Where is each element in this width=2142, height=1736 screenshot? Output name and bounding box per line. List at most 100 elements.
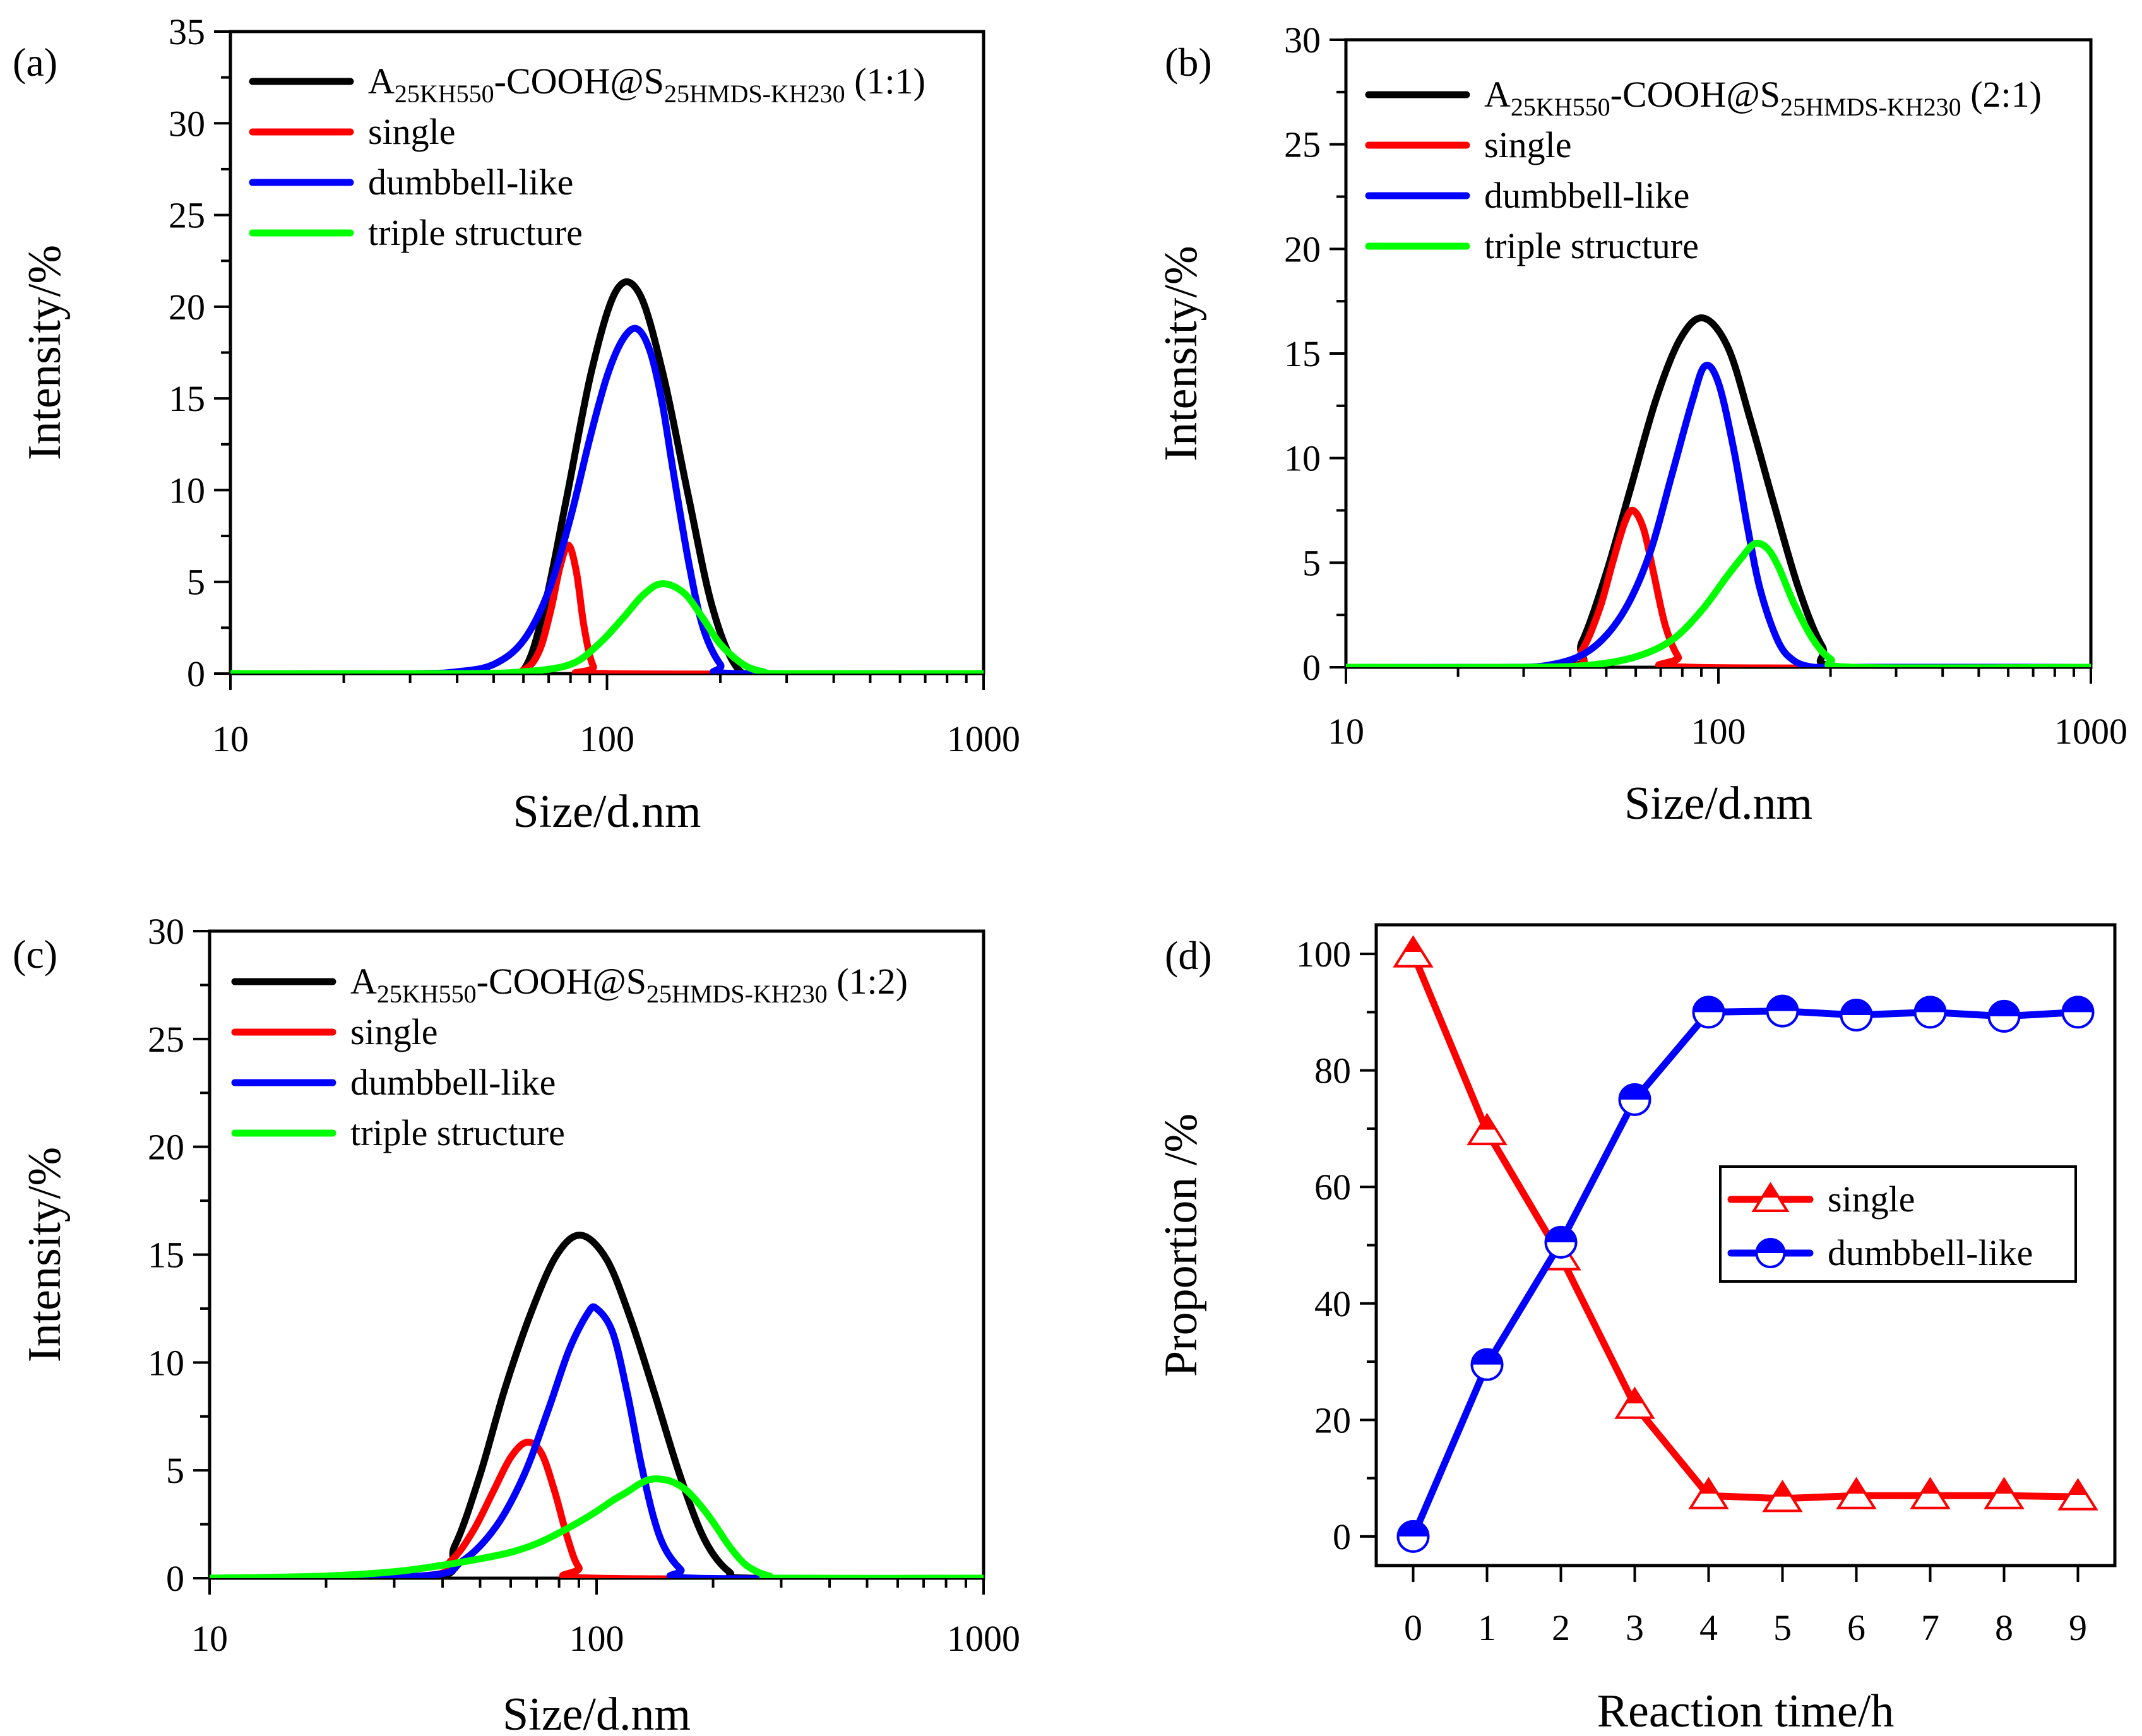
series-line-total bbox=[230, 278, 984, 674]
y-tick-label: 5 bbox=[187, 562, 205, 603]
x-tick-label: 3 bbox=[1626, 1607, 1644, 1648]
legend-label-total: A25KH550-COOH@S25HMDS-KH230 (1:2) bbox=[350, 961, 908, 1008]
x-tick-label: 5 bbox=[1773, 1607, 1792, 1648]
legend-label-dumbbell-like: dumbbell-like bbox=[1484, 175, 1689, 216]
y-tick-label: 20 bbox=[169, 287, 205, 328]
legend-label-subscript: 25KH550 bbox=[395, 80, 494, 108]
y-tick-label: 80 bbox=[1314, 1050, 1351, 1091]
legend-marker-triangle-fill bbox=[1762, 1184, 1779, 1198]
y-tick-label: 25 bbox=[169, 195, 205, 236]
data-point-single-fill bbox=[1773, 1482, 1792, 1497]
chart-panel-a: (a) 0 5 10 15 20 25 30 35 10 100 1000 Size/d.nm Inten… bbox=[13, 11, 1020, 838]
legend-label-part: (1:1) bbox=[845, 61, 925, 102]
y-tick-label: 10 bbox=[1284, 438, 1321, 479]
legend-label-subscript: 25HMDS-KH230 bbox=[1780, 93, 1961, 121]
legend-marker-circle-fill bbox=[1756, 1239, 1785, 1253]
data-point-single-fill bbox=[1478, 1115, 1496, 1130]
panel-label: (c) bbox=[13, 932, 57, 977]
legend-label-part: A bbox=[350, 961, 377, 1002]
x-tick-label: 6 bbox=[1847, 1607, 1865, 1648]
legend-label-single: single bbox=[1484, 124, 1572, 165]
y-axis-label: Proportion /% bbox=[1155, 1114, 1207, 1377]
legend-label-dumbbell-like: dumbbell-like bbox=[1828, 1232, 2033, 1273]
chart-panel-d: (d) 0 20 40 60 80 100 0 1 2 3 4 5 6 7 8 9 Reaction time/h… bbox=[1155, 923, 2117, 1736]
x-tick-label: 9 bbox=[2069, 1607, 2087, 1648]
legend-label-part: A bbox=[368, 61, 395, 102]
y-tick-label: 0 bbox=[1302, 647, 1321, 688]
y-tick-label: 20 bbox=[1284, 229, 1321, 270]
legend: A25KH550-COOH@S25HMDS-KH230 (1:2)singled… bbox=[231, 961, 908, 1153]
y-tick-label: 100 bbox=[1296, 934, 1351, 975]
legend-label-single: single bbox=[1828, 1179, 1915, 1220]
legend-label-part: -COOH@S bbox=[477, 961, 646, 1002]
legend-label-dumbbell-like: dumbbell-like bbox=[368, 162, 573, 203]
data-point-single-fill bbox=[1847, 1479, 1865, 1494]
x-tick-label: 8 bbox=[1995, 1607, 2013, 1648]
series-line-total bbox=[210, 1232, 984, 1578]
series-line-total bbox=[1346, 314, 2091, 667]
legend-label-total: A25KH550-COOH@S25HMDS-KH230 (1:1) bbox=[368, 61, 925, 108]
x-tick-label: 0 bbox=[1404, 1607, 1422, 1648]
legend-label-part: (1:2) bbox=[828, 961, 908, 1002]
y-tick-label: 30 bbox=[169, 103, 205, 144]
plot-frame bbox=[1344, 38, 2093, 669]
x-tick-label: 100 bbox=[580, 718, 634, 759]
data-point-single-fill bbox=[1626, 1389, 1644, 1404]
y-tick-label: 10 bbox=[169, 470, 205, 511]
y-tick-label: 30 bbox=[148, 911, 184, 952]
data-point-dumbbell-like-fill bbox=[1472, 1349, 1502, 1365]
chart-panel-b: (b) 0 5 10 15 20 25 30 10 100 1000 Size/d.nm Intensi… bbox=[1155, 20, 2127, 829]
series-line-single bbox=[230, 542, 984, 674]
data-point-dumbbell-like-fill bbox=[1841, 1000, 1872, 1016]
chart-panel-c: (c) 0 5 10 15 20 25 30 10 100 1000 Size/d.nm Intensi… bbox=[13, 911, 1020, 1736]
x-tick-label: 1000 bbox=[947, 1618, 1020, 1659]
legend: A25KH550-COOH@S25HMDS-KH230 (1:1)singled… bbox=[249, 61, 925, 253]
y-tick-label: 15 bbox=[1284, 333, 1321, 374]
panel-label: (a) bbox=[13, 40, 57, 85]
y-tick-label: 0 bbox=[166, 1558, 184, 1599]
data-point-dumbbell-like-fill bbox=[1619, 1084, 1650, 1100]
y-tick-label: 25 bbox=[1284, 124, 1321, 165]
data-point-single-fill bbox=[1995, 1479, 2013, 1494]
plot-frame bbox=[208, 929, 985, 1580]
series-line-single bbox=[1410, 950, 2081, 1502]
y-axis-label: Intensity/% bbox=[19, 1147, 71, 1362]
x-tick-label: 1 bbox=[1478, 1607, 1496, 1648]
data-point-dumbbell-like-fill bbox=[1915, 997, 1946, 1013]
legend-label-subscript: 25KH550 bbox=[377, 980, 477, 1008]
series-line-dumbbell-like bbox=[1346, 362, 2091, 667]
x-tick-label: 2 bbox=[1552, 1607, 1570, 1648]
data-point-single-fill bbox=[2069, 1480, 2087, 1495]
y-axis-label: Intensity/% bbox=[1155, 246, 1207, 461]
series-line-dumbbell-like bbox=[1410, 1008, 2081, 1540]
x-tick-label: 10 bbox=[1328, 711, 1364, 752]
panel-label: (d) bbox=[1165, 933, 1212, 978]
y-tick-label: 35 bbox=[169, 11, 205, 52]
x-tick-label: 10 bbox=[191, 1618, 228, 1659]
legend-label-subscript: 25KH550 bbox=[1511, 93, 1610, 121]
series-line-dumbbell-like bbox=[210, 1303, 984, 1578]
y-axis-label: Intensity/% bbox=[19, 245, 71, 460]
x-axis-label: Reaction time/h bbox=[1597, 1685, 1895, 1736]
y-tick-label: 25 bbox=[148, 1019, 184, 1060]
legend-label-dumbbell-like: dumbbell-like bbox=[350, 1062, 556, 1103]
y-tick-label: 30 bbox=[1284, 20, 1321, 61]
x-tick-label: 7 bbox=[1921, 1607, 1939, 1648]
data-point-single-fill bbox=[1404, 937, 1422, 953]
y-tick-label: 5 bbox=[166, 1450, 184, 1491]
data-point-dumbbell-like-fill bbox=[1398, 1521, 1429, 1537]
x-axis-label: Size/d.nm bbox=[1624, 778, 1812, 829]
legend-label-subscript: 25HMDS-KH230 bbox=[664, 80, 845, 108]
x-tick-label: 100 bbox=[569, 1618, 624, 1659]
y-tick-label: 20 bbox=[148, 1127, 184, 1168]
data-point-single-fill bbox=[1699, 1479, 1718, 1494]
y-tick-label: 10 bbox=[148, 1342, 184, 1383]
legend-label-part: -COOH@S bbox=[494, 61, 664, 102]
y-tick-label: 5 bbox=[1302, 542, 1321, 583]
legend-label-triple-structure: triple structure bbox=[1484, 225, 1699, 266]
legend-label-part: A bbox=[1484, 74, 1511, 115]
data-point-dumbbell-like-fill bbox=[1545, 1227, 1576, 1242]
series-line-triple-structure bbox=[230, 580, 984, 674]
x-tick-label: 4 bbox=[1699, 1607, 1718, 1648]
legend: single dumbbell-like bbox=[1719, 1165, 2077, 1283]
